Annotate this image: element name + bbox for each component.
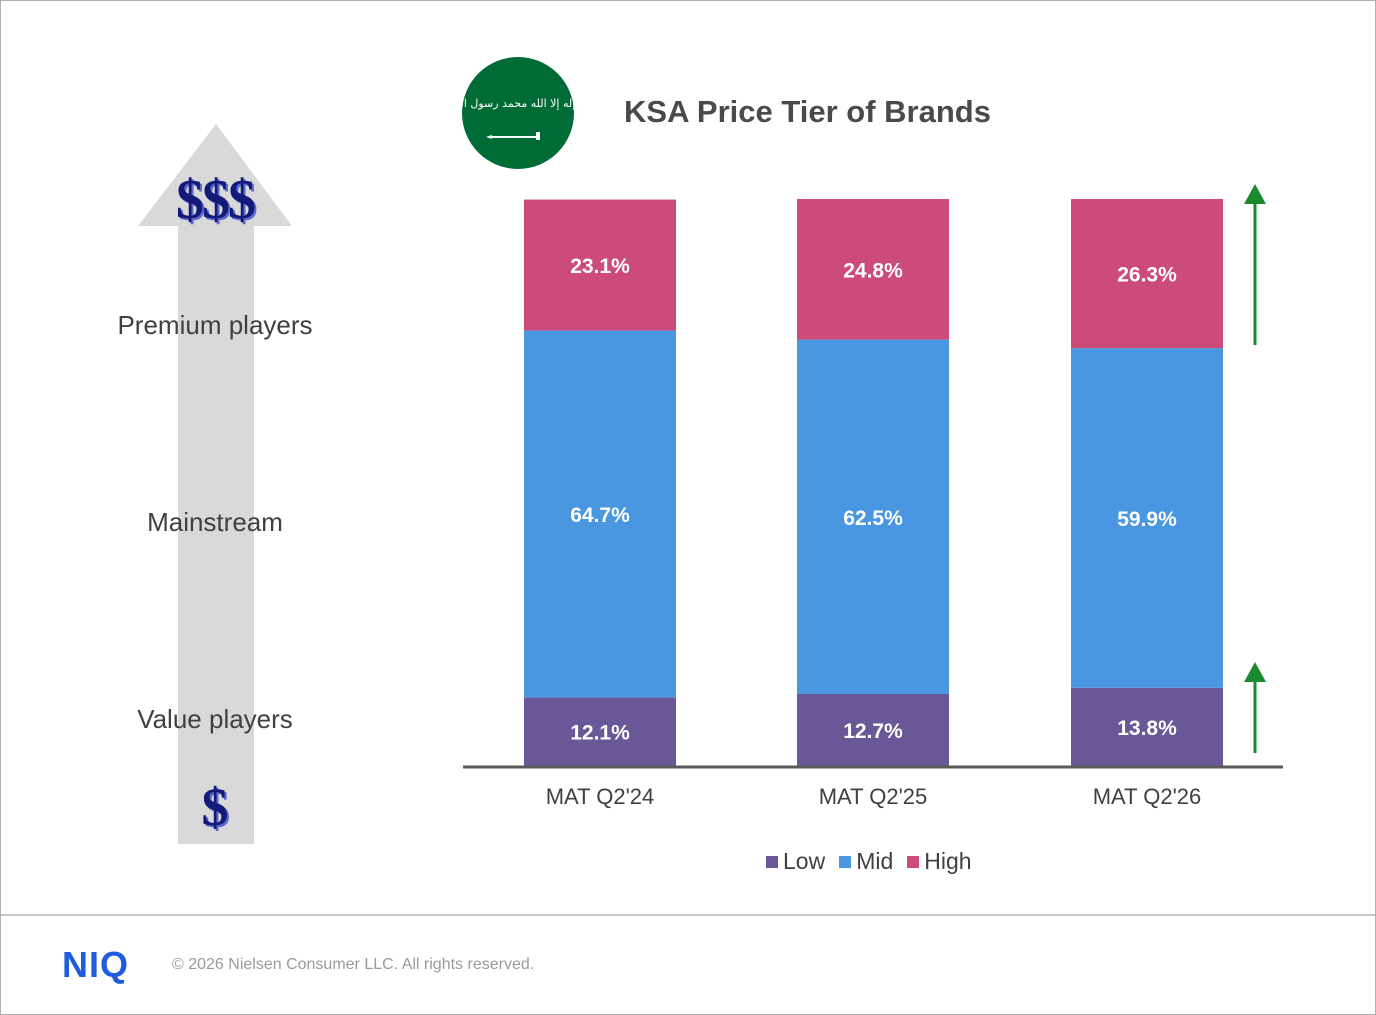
tier-label-mainstream: Mainstream [147,507,283,537]
footer-divider [1,914,1375,916]
tier-label-value: Value players [137,704,293,734]
legend-swatch-high [907,855,920,868]
data-label-high-2: 26.3% [1117,264,1177,287]
legend-label-mid: Mid [856,848,894,874]
x-tick-label-0: MAT Q2'24 [546,784,655,809]
data-label-mid-1: 62.5% [843,507,903,530]
legend-item-low: Low [766,848,825,875]
data-label-high-1: 24.8% [843,259,903,282]
data-label-mid-0: 64.7% [570,504,630,527]
legend-swatch-mid [839,855,852,868]
niq-logo: NIQ [62,944,130,985]
bar-high-2 [1071,199,1223,349]
bar-high-1 [797,199,949,340]
data-label-high-0: 23.1% [570,255,630,278]
legend-item-high: High [907,848,972,875]
data-label-low-1: 12.7% [843,720,903,743]
tier-label-premium: Premium players [117,310,313,340]
bar-mid-0 [524,330,676,698]
bar-low-2 [1071,687,1223,766]
chart-title: KSA Price Tier of Brands [624,94,991,129]
high-price-symbol: $$$ [176,169,256,231]
legend-label-low: Low [783,848,826,874]
legend-swatch-low [766,855,778,868]
x-tick-label-1: MAT Q2'25 [819,784,928,809]
data-label-mid-2: 59.9% [1117,508,1177,531]
bar-mid-2 [1071,348,1223,688]
legend-label-high: High [924,848,972,874]
price-tier-arrow-icon [138,124,292,844]
stacked-bar-chart: 12.1% 64.7% 23.1% MAT Q2'24 12.7% 62.5% 24.8% M… [463,184,1283,809]
data-label-low-2: 13.8% [1117,717,1177,740]
data-label-low-0: 12.1% [570,722,630,745]
chart-legend: Low Mid High [766,848,972,875]
copyright-text: © 2026 Nielsen Consumer LLC. All rights … [172,956,535,973]
flag-emblem-text: لا إله إلا الله محمد رسول الله [462,97,574,110]
low-price-symbol: $ [201,777,229,837]
bar-high-0 [524,199,676,331]
bar-low-0 [524,697,676,766]
bar-mid-1 [797,339,949,694]
bar-low-1 [797,693,949,766]
up-arrow-icon-low [1244,662,1266,753]
saudi-flag-icon: لا إله إلا الله محمد رسول الله [462,57,574,169]
legend-item-mid: Mid [839,848,893,875]
x-tick-label-2: MAT Q2'26 [1093,784,1202,809]
up-arrow-icon-high [1244,184,1266,345]
